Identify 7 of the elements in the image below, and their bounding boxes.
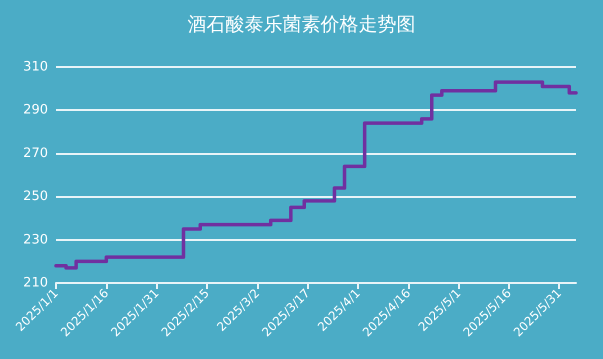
y-tick-label: 230 [23, 232, 48, 248]
chart-title: 酒石酸泰乐菌素价格走势图 [188, 14, 416, 36]
y-tick-label: 210 [23, 276, 48, 290]
y-tick-label: 270 [23, 146, 48, 161]
y-tick-label: 250 [23, 189, 48, 204]
y-tick-label: 290 [23, 102, 48, 118]
y-tick-label: 310 [23, 60, 48, 74]
